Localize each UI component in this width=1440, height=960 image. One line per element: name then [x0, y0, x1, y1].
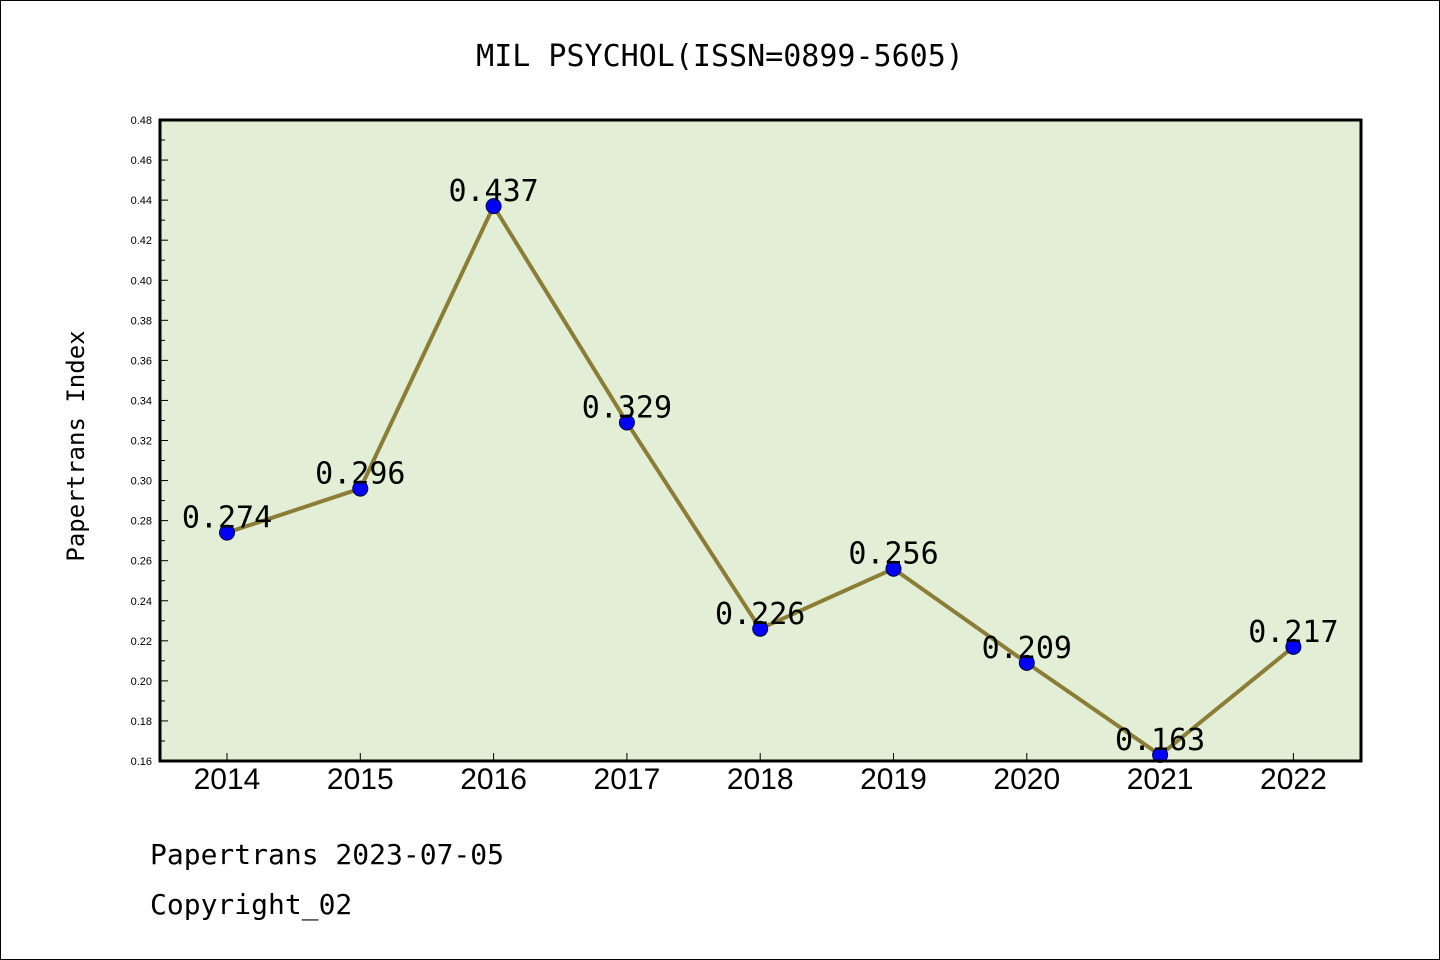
x-tick-label: 2018	[727, 763, 794, 796]
y-tick-label: 0.34	[131, 395, 152, 407]
y-tick-label: 0.16	[131, 756, 152, 768]
x-tick-label: 2014	[194, 763, 261, 796]
data-point	[885, 560, 902, 577]
y-tick-label: 0.26	[131, 556, 152, 568]
data-point	[219, 524, 235, 541]
data-label: 0.226	[715, 597, 805, 632]
data-label: 0.163	[1115, 723, 1205, 758]
data-point	[752, 620, 769, 637]
x-axis: 2014 2015 2016 2017 2018 2019 2020 2021 2022	[194, 753, 1327, 796]
data-label: 0.217	[1248, 615, 1338, 650]
y-tick-label: 0.44	[131, 195, 152, 207]
data-label: 0.329	[582, 390, 672, 425]
data-point	[485, 198, 502, 215]
data-point	[618, 414, 635, 431]
x-tick-label: 2017	[594, 763, 661, 796]
data-labels: 0.274 0.296 0.437 0.329 0.226 0.256 0.209 0.163…	[182, 174, 1339, 758]
y-tick-label: 0.30	[131, 476, 152, 488]
y-tick-label: 0.28	[131, 516, 152, 528]
x-tick-label: 2022	[1260, 763, 1327, 796]
x-tick-label: 2015	[327, 763, 394, 796]
y-tick-label: 0.38	[131, 315, 152, 327]
footer-date: Papertrans 2023-07-05	[150, 838, 504, 871]
plot-border	[158, 118, 1363, 763]
y-tick-label: 0.20	[131, 676, 152, 688]
x-tick-label: 2016	[460, 763, 527, 796]
x-tick-label: 2019	[860, 763, 927, 796]
y-tick-label: 0.32	[131, 436, 152, 448]
y-tick-label: 0.36	[131, 355, 152, 367]
data-label: 0.274	[182, 501, 272, 536]
chart-title: MIL PSYCHOL(ISSN=0899-5605)	[476, 39, 964, 74]
x-tick-label: 2020	[993, 763, 1060, 796]
data-markers	[219, 198, 1302, 763]
y-axis-label: Papertrans Index	[62, 330, 90, 561]
data-label: 0.209	[982, 631, 1072, 666]
y-tick-label: 0.42	[131, 235, 152, 247]
plot-area	[160, 120, 1361, 761]
data-point	[1285, 638, 1302, 655]
y-tick-label: 0.24	[131, 596, 152, 608]
data-point	[1018, 654, 1035, 671]
x-tick-label: 2021	[1127, 763, 1194, 796]
footer-copyright: Copyright_02	[150, 888, 352, 922]
data-label: 0.437	[448, 174, 538, 209]
y-tick-label: 0.22	[131, 636, 152, 648]
y-tick-label: 0.18	[131, 716, 152, 728]
data-label: 0.296	[315, 457, 405, 492]
data-point	[352, 480, 369, 497]
y-tick-label: 0.40	[131, 275, 152, 287]
y-tick-label: 0.48	[131, 115, 152, 127]
y-tick-label: 0.46	[131, 155, 152, 167]
data-label: 0.256	[848, 537, 938, 572]
